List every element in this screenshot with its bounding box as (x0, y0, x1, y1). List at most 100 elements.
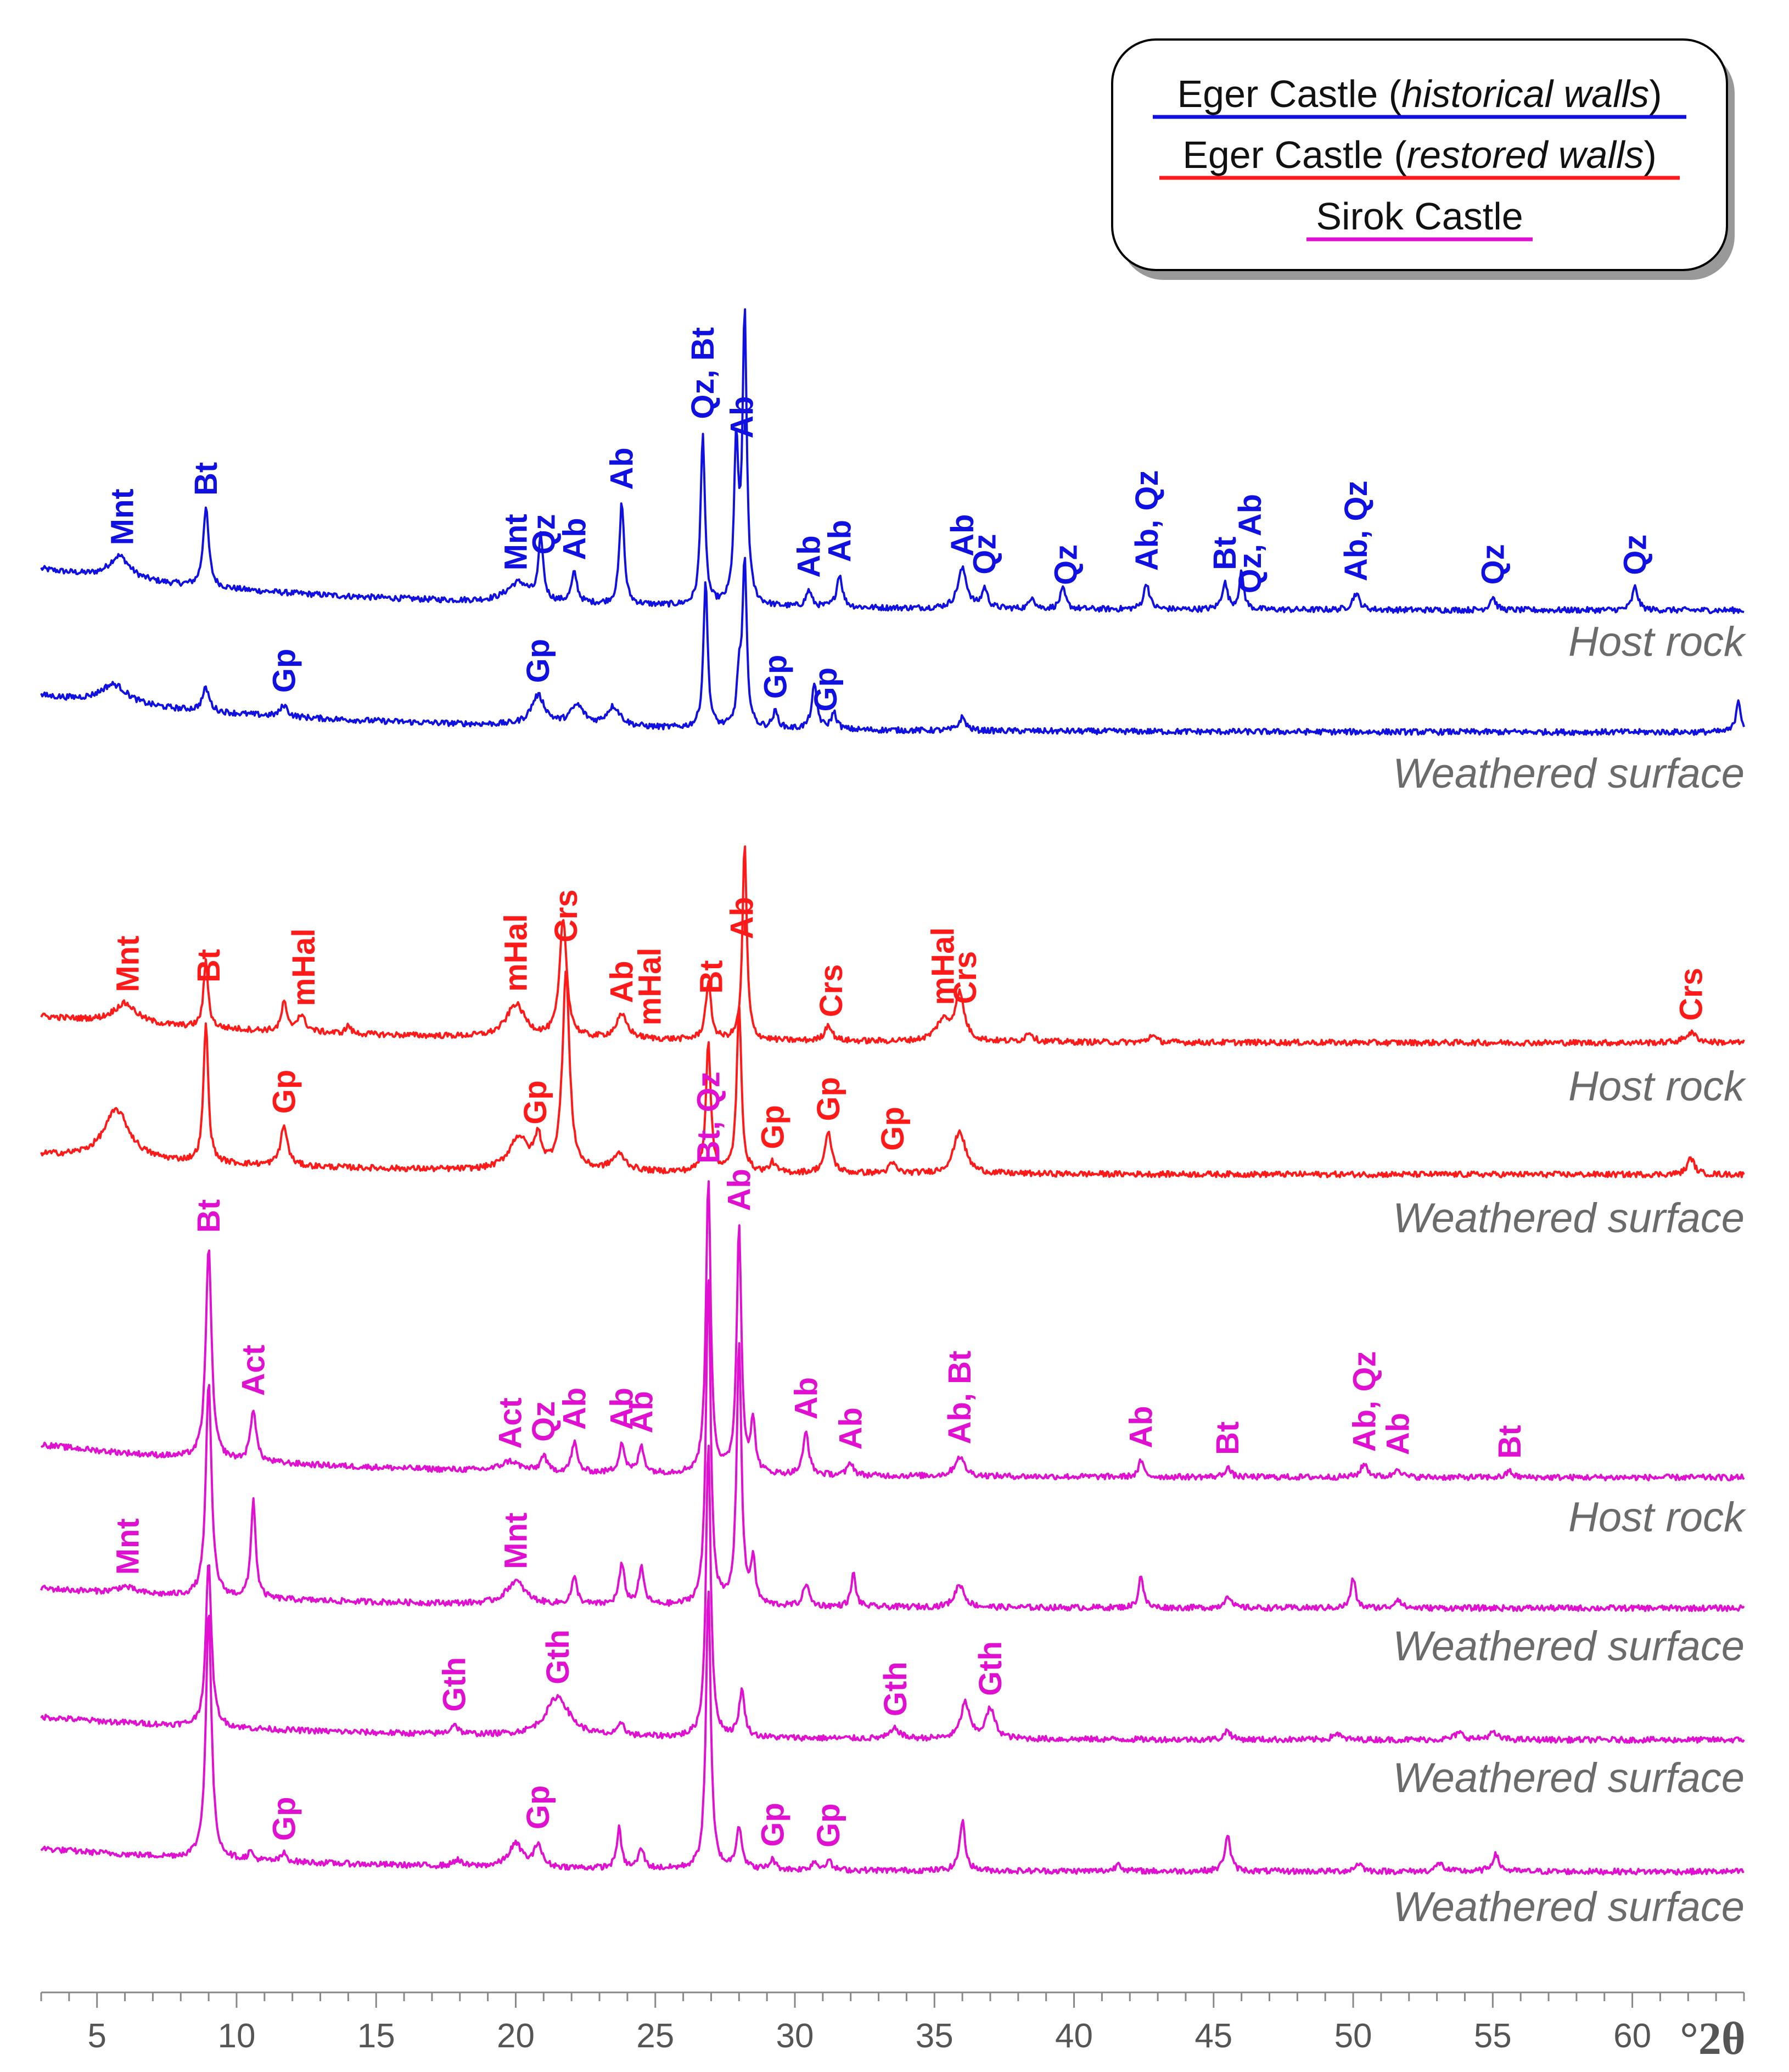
peak-label-ab: Ab (557, 518, 592, 560)
peak-label-ab: Ab (624, 1391, 659, 1433)
peak-label-bt: Bt (693, 960, 729, 993)
peak-label-bt: Bt (1492, 1425, 1528, 1458)
trace-6-weathered-surface (40, 1279, 1745, 1612)
x-axis-title: °2θ (1680, 2013, 1745, 2064)
peak-label-ab-bt: Ab, Bt (942, 1351, 978, 1445)
sample-label-4: Weathered surface (1393, 1195, 1745, 1242)
peak-label-ab-qz: Ab, Qz (1347, 1351, 1382, 1452)
peak-label-mnt: Mnt (110, 936, 146, 992)
peak-label-gth: Gth (878, 1661, 913, 1716)
peak-label-mhal: mHal (498, 914, 534, 992)
peak-label-gth: Gth (973, 1641, 1008, 1696)
peak-label-crs: Crs (947, 951, 983, 1004)
peak-label-ab: Ab (1124, 1406, 1159, 1448)
peak-label-ab: Ab (724, 897, 760, 939)
x-axis: 5 10 15 20 25 30 35 40 45 50 55 60 °2θ (40, 1991, 1746, 2064)
x-tick-label: 60 (1613, 2017, 1651, 2055)
peak-label-ab: Ab (721, 1169, 757, 1211)
peak-label-gp: Gp (266, 1070, 302, 1114)
peak-label-mnt: Mnt (498, 514, 534, 570)
peak-label-qz: Qz (1048, 544, 1084, 585)
legend-entry-eger-restored: Eger Castle (restored walls) (1182, 133, 1657, 176)
sample-label-7: Weathered surface (1393, 1755, 1745, 1801)
peak-label-qz: Qz (526, 1401, 562, 1442)
trace-8-weathered-surface (40, 1590, 1745, 1876)
peak-label-ab: Ab (791, 535, 827, 577)
peak-label-gp: Gp (266, 1796, 302, 1841)
legend-entry-eger-historical: Eger Castle (historical walls) (1177, 72, 1662, 115)
peak-label-ab-qz: Ab, Qz (1129, 470, 1165, 571)
peak-label-bt: Bt (1210, 1422, 1246, 1455)
sample-label-2: Weathered surface (1393, 750, 1745, 797)
trace-5-host-rock (40, 1180, 1745, 1481)
peak-label-mnt: Mnt (110, 1518, 146, 1575)
sample-label-8: Weathered surface (1393, 1884, 1745, 1930)
peak-label-act: Act (236, 1345, 272, 1396)
peak-label-gp: Gp (266, 649, 302, 693)
sample-label-1: Host rock (1568, 619, 1747, 665)
peak-label-gp: Gp (520, 639, 556, 683)
peak-label-gth: Gth (437, 1657, 473, 1712)
x-tick-label: 10 (217, 2017, 255, 2055)
peak-label-act: Act (492, 1397, 528, 1448)
peak-label-bt-qz: Bt, Qz (691, 1071, 726, 1164)
peak-label-gp: Gp (758, 655, 793, 699)
x-tick-label: 40 (1055, 2017, 1093, 2055)
peak-label-bt: Bt (1207, 537, 1243, 570)
x-tick-label: 15 (357, 2017, 395, 2055)
legend-entry-sirok: Sirok Castle (1316, 195, 1523, 238)
peak-label-gp: Gp (520, 1785, 556, 1830)
x-tick-label: 5 (87, 2017, 106, 2055)
peak-label-bt: Bt (191, 949, 227, 982)
peak-label-mnt: Mnt (498, 1513, 534, 1569)
legend: Eger Castle (historical walls) Eger Cast… (1111, 38, 1735, 280)
peak-label-mhal: mHal (926, 927, 961, 1005)
sample-label-6: Weathered surface (1393, 1623, 1745, 1670)
peak-label-qz: Qz (1618, 535, 1653, 575)
peak-label-crs: Crs (814, 964, 849, 1018)
trace-4-weathered-surface (40, 970, 1745, 1178)
sample-labels: Host rock Weathered surface Host rock Weath… (1393, 619, 1747, 1930)
peak-label-bt: Bt (191, 1199, 227, 1233)
peak-label-crs: Crs (548, 889, 584, 942)
trace-3-host-rock (40, 845, 1745, 1047)
x-tick-label: 35 (916, 2017, 954, 2055)
peak-label-ab: Ab (604, 1388, 640, 1430)
peak-label-ab: Ab (945, 514, 980, 557)
x-tick-label: 25 (636, 2017, 674, 2055)
sample-label-5: Host rock (1568, 1494, 1747, 1541)
peak-label-ab: Ab (604, 447, 640, 490)
peak-label-mhal: mHal (632, 947, 668, 1025)
peak-label-ab: Ab (557, 1388, 592, 1430)
x-tick-label: 45 (1194, 2017, 1232, 2055)
peak-label-ab: Ab (604, 961, 640, 1003)
peak-label-ab: Ab (833, 1407, 869, 1450)
x-tick-label: 20 (497, 2017, 535, 2055)
peak-label-crs: Crs (1673, 968, 1709, 1021)
x-tick-label: 30 (776, 2017, 814, 2055)
peak-label-mhal: mHal (286, 928, 322, 1006)
peak-label-qz: Qz (1475, 544, 1511, 585)
peak-label-ab: Ab (788, 1377, 824, 1419)
peak-label-ab: Ab (1380, 1413, 1416, 1455)
trace-7-weathered-surface (40, 1445, 1745, 1744)
peak-label-gth: Gth (540, 1630, 576, 1684)
peak-label-gp: Gp (755, 1105, 790, 1149)
trace-1-host-rock (40, 308, 1745, 614)
peak-label-gp: Gp (811, 1803, 846, 1848)
peak-label-mnt: Mnt (104, 488, 140, 545)
sample-label-3: Host rock (1568, 1063, 1747, 1110)
x-tick-label: 55 (1474, 2017, 1512, 2055)
trace-2-weathered-surface (40, 557, 1745, 736)
peak-label-qz: Qz (967, 534, 1003, 575)
peak-label-gp: Gp (518, 1080, 553, 1125)
peak-label-gp: Gp (755, 1803, 790, 1847)
peak-label-ab: Ab (724, 396, 760, 439)
peak-label-gp: Gp (875, 1107, 911, 1151)
peak-label-qz-bt: Qz, Bt (685, 327, 721, 419)
legend-box (1111, 38, 1728, 271)
peak-label-gp: Gp (808, 667, 844, 712)
peak-label-ab: Ab (822, 520, 857, 562)
x-tick-label: 50 (1334, 2017, 1372, 2055)
